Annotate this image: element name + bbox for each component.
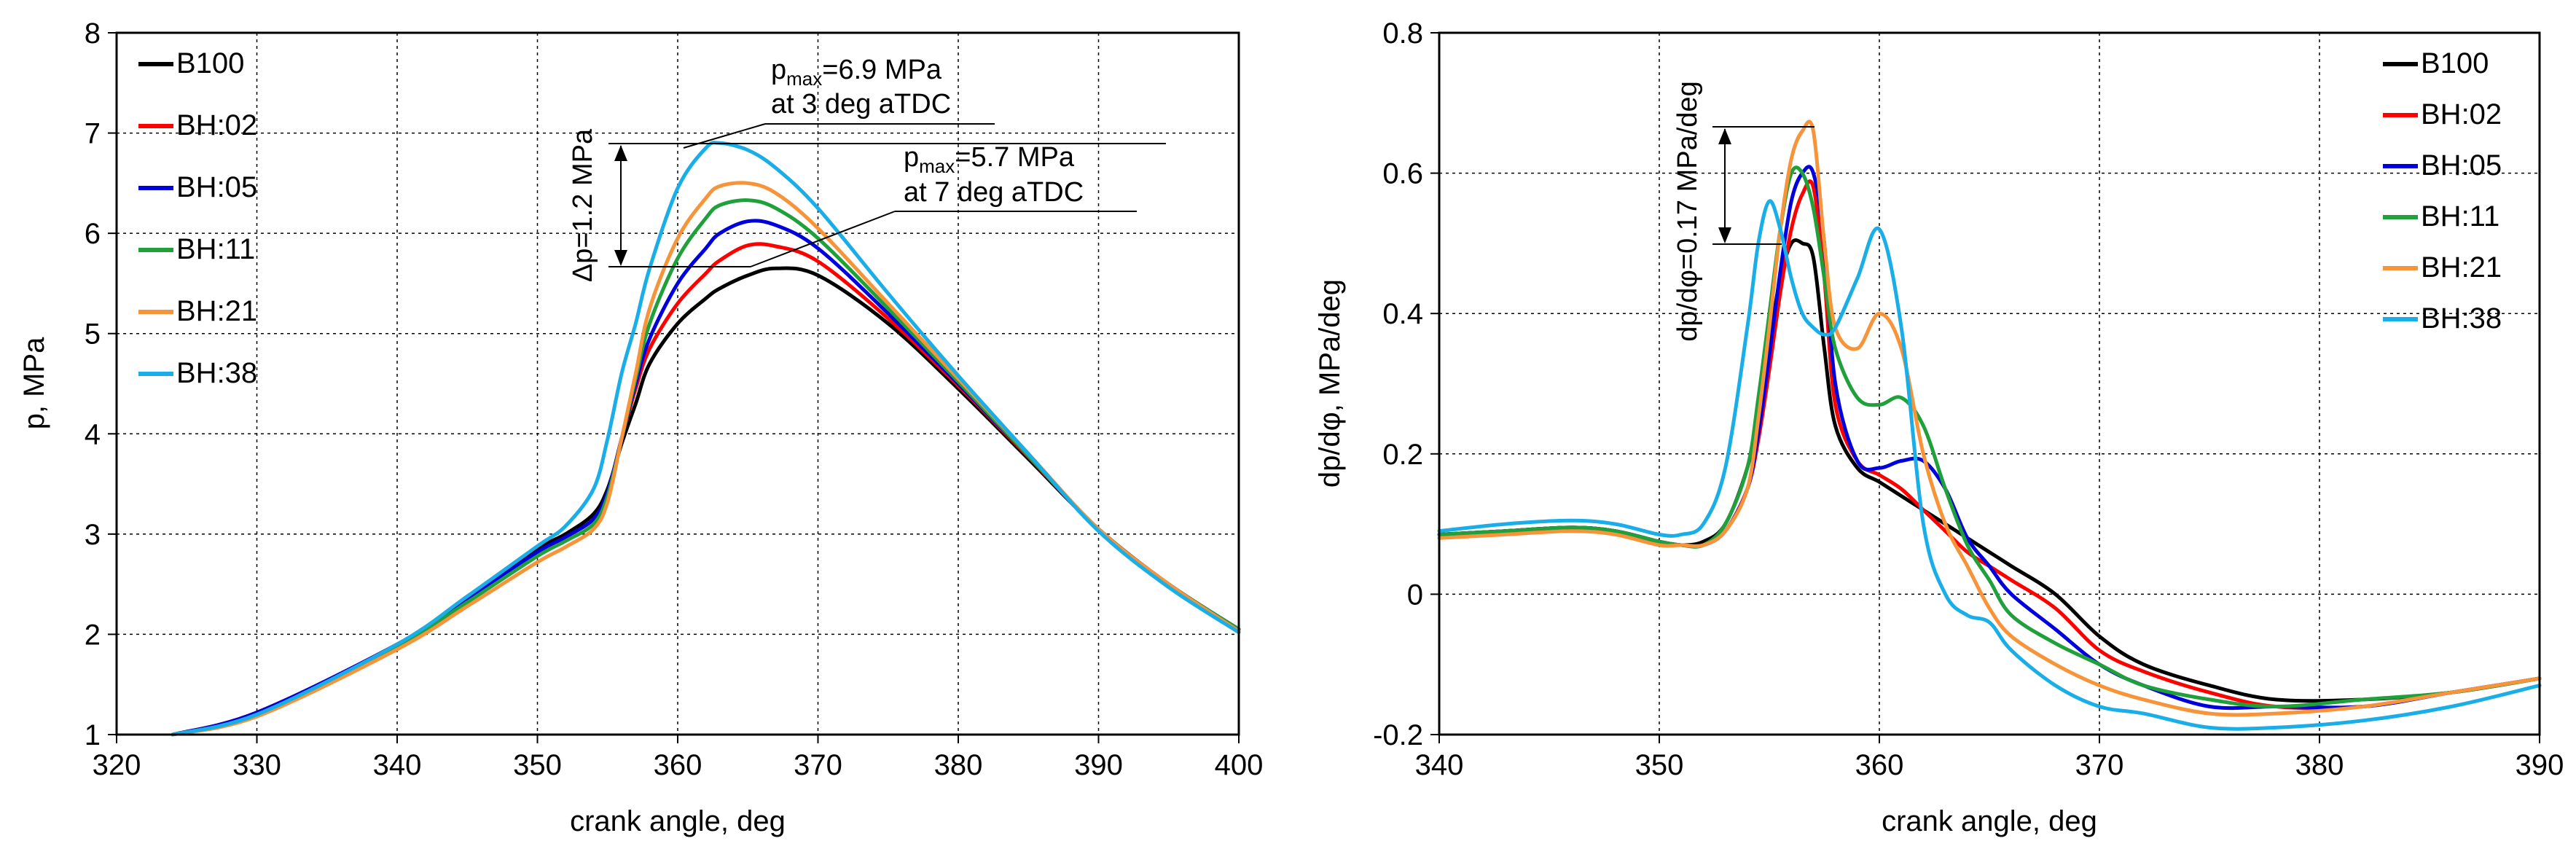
- derivative-series-bh05: [1437, 165, 2542, 711]
- pressure-x-tick-label: 400: [1215, 749, 1264, 781]
- pressure-legend-label: B100: [176, 47, 244, 79]
- pressure-y-tick-label: 5: [85, 318, 101, 351]
- pressure-series-bh11: [171, 198, 1241, 737]
- pressure-chart: 320 330 340 350 360 370 380 390 400 1 2 3 4 5 6 7 8 cra…: [18, 17, 1263, 837]
- pressure-y-tick-label: 6: [85, 218, 101, 250]
- pressure-x-tick-label: 330: [232, 749, 281, 781]
- derivative-chart: 340 350 360 370 380 390 -0.2 0 0.2 0.4 0.6 0.8 cra…: [1314, 17, 2564, 837]
- derivative-x-axis-label: crank angle, deg: [1882, 805, 2097, 837]
- derivative-y-tick-label: 0.8: [1382, 17, 1423, 50]
- derivative-x-tick-label: 370: [2075, 749, 2124, 781]
- derivative-x-tick-label: 350: [1635, 749, 1684, 781]
- derivative-grid: [1439, 33, 2540, 735]
- pressure-x-tick-label: 320: [93, 749, 141, 781]
- ddp-arrow-head-up: [1718, 128, 1731, 144]
- pressure-series-b100: [171, 266, 1241, 737]
- pressure-x-tick-label: 360: [654, 749, 702, 781]
- pressure-legend: B100 BH:02 BH:05 BH:11 BH:21 BH:38: [138, 47, 257, 389]
- pressure-series: [171, 141, 1241, 737]
- pressure-x-tick-label: 340: [373, 749, 422, 781]
- derivative-y-ticks: -0.2 0 0.2 0.4 0.6 0.8: [1373, 17, 1439, 751]
- pressure-y-tick-label: 1: [85, 719, 101, 751]
- derivative-legend-label: BH:05: [2421, 149, 2502, 181]
- derivative-series-bh11: [1437, 165, 2542, 708]
- derivative-series-bh38: [1437, 199, 2542, 731]
- derivative-series-bh02: [1437, 179, 2542, 711]
- derivative-legend-label: B100: [2421, 47, 2489, 79]
- pressure-y-tick-label: 2: [85, 619, 101, 651]
- pressure-x-tick-label: 380: [934, 749, 983, 781]
- pressure-series-bh38: [171, 141, 1241, 737]
- derivative-series-b100: [1437, 238, 2542, 703]
- ddp-arrow-head-down: [1718, 227, 1731, 243]
- derivative-y-tick-label: 0.2: [1382, 439, 1423, 471]
- pmax-hi-label: pmax=6.9 MPa: [771, 55, 942, 90]
- derivative-series: [1437, 120, 2542, 731]
- derivative-legend-label: BH:11: [2421, 200, 2499, 232]
- pressure-legend-label: BH:21: [176, 295, 257, 327]
- pressure-legend-label: BH:11: [176, 233, 255, 265]
- pressure-y-axis-label: p, MPa: [18, 337, 50, 429]
- derivative-legend-label: BH:21: [2421, 251, 2502, 283]
- pressure-series-bh02: [171, 242, 1241, 737]
- pressure-series-bh21: [171, 181, 1241, 737]
- pressure-y-tick-label: 7: [85, 118, 101, 150]
- pmax-lo-line2: at 7 deg aTDC: [904, 177, 1084, 208]
- derivative-x-ticks: 340 350 360 370 380 390: [1415, 735, 2564, 781]
- ddp-label: dp/dφ=0.17 MPa/deg: [1672, 81, 1703, 341]
- pressure-y-ticks: 1 2 3 4 5 6 7 8: [85, 17, 117, 751]
- pressure-y-tick-label: 4: [85, 418, 101, 450]
- derivative-y-axis-label: dp/dφ, MPa/deg: [1314, 279, 1346, 488]
- pmax-hi-line2: at 3 deg aTDC: [771, 89, 951, 120]
- derivative-legend-label: BH:02: [2421, 98, 2502, 130]
- pressure-legend-label: BH:05: [176, 171, 257, 203]
- pressure-x-tick-label: 390: [1074, 749, 1123, 781]
- derivative-y-tick-label: 0.4: [1382, 298, 1423, 330]
- derivative-y-tick-label: -0.2: [1373, 719, 1423, 751]
- pressure-annotations: Δp=1.2 MPa pmax=6.9 MPa at 3 deg aTDC pm…: [568, 55, 1166, 282]
- pressure-x-tick-label: 370: [794, 749, 842, 781]
- pressure-x-tick-label: 350: [513, 749, 562, 781]
- pressure-y-tick-label: 8: [85, 17, 101, 50]
- dp-arrow-head-down: [614, 250, 627, 266]
- pmax-lo-label: pmax=5.7 MPa: [904, 142, 1075, 177]
- derivative-y-tick-label: 0: [1407, 579, 1423, 611]
- pressure-x-axis-label: crank angle, deg: [570, 805, 786, 837]
- derivative-x-tick-label: 360: [1855, 749, 1904, 781]
- derivative-legend: B100 BH:02 BH:05 BH:11 BH:21 BH:38: [2383, 47, 2502, 334]
- derivative-x-tick-label: 340: [1415, 749, 1464, 781]
- derivative-annotations: dp/dφ=0.17 MPa/deg: [1672, 81, 1814, 342]
- pmax-hi-leader: [683, 123, 766, 149]
- pressure-x-ticks: 320 330 340 350 360 370 380 390 400: [93, 735, 1264, 781]
- derivative-series-bh21: [1437, 120, 2542, 717]
- pressure-legend-label: BH:38: [176, 357, 257, 389]
- pressure-grid: [117, 33, 1239, 735]
- pressure-y-tick-label: 3: [85, 519, 101, 551]
- dp-label: Δp=1.2 MPa: [568, 128, 598, 282]
- derivative-plot-frame: [1438, 31, 2541, 736]
- dp-arrow-head-up: [614, 145, 627, 161]
- derivative-x-tick-label: 390: [2516, 749, 2564, 781]
- derivative-legend-label: BH:38: [2421, 302, 2502, 334]
- derivative-y-tick-label: 0.6: [1382, 158, 1423, 190]
- pmax-lo-leader: [750, 211, 896, 267]
- derivative-x-tick-label: 380: [2295, 749, 2344, 781]
- pressure-legend-label: BH:02: [176, 109, 257, 141]
